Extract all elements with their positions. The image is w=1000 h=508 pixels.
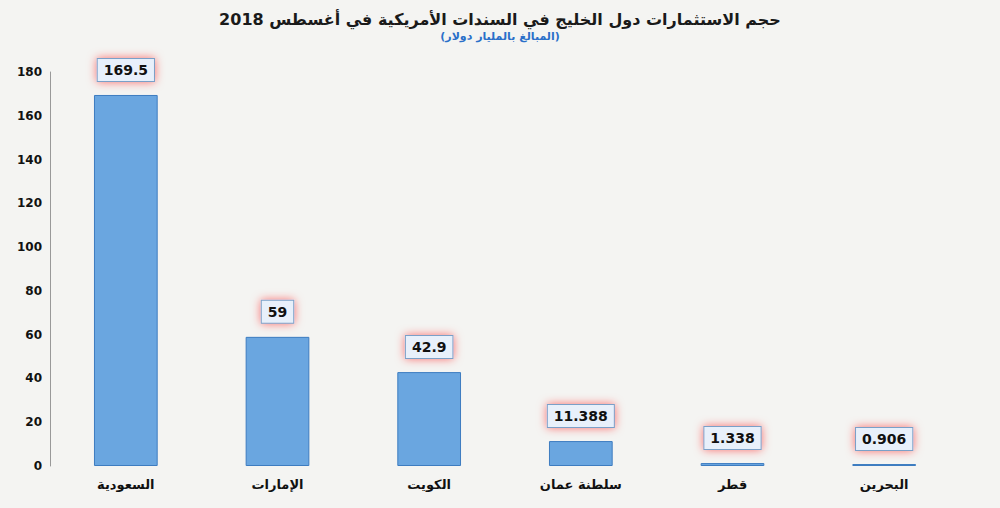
svg-text:11.388: 11.388 — [554, 408, 608, 424]
svg-text:(المبالغ بالمليار دولار): (المبالغ بالمليار دولار) — [440, 30, 559, 43]
svg-text:60: 60 — [25, 328, 42, 342]
svg-text:1.338: 1.338 — [710, 430, 754, 446]
svg-text:حجم الاستثمارات دول الخليج في: حجم الاستثمارات دول الخليج في السندات ال… — [219, 9, 781, 30]
svg-text:قطر: قطر — [717, 477, 747, 492]
svg-text:59: 59 — [268, 304, 287, 320]
svg-text:140: 140 — [17, 153, 42, 167]
svg-text:0: 0 — [34, 459, 42, 473]
svg-text:80: 80 — [25, 284, 42, 298]
svg-text:40: 40 — [25, 371, 42, 385]
svg-text:42.9: 42.9 — [412, 339, 447, 355]
svg-text:0.906: 0.906 — [862, 431, 906, 447]
svg-text:الكويت: الكويت — [407, 477, 451, 492]
svg-text:100: 100 — [17, 240, 42, 254]
svg-text:160: 160 — [17, 109, 42, 123]
svg-text:169.5: 169.5 — [104, 62, 148, 78]
svg-text:السعودية: السعودية — [97, 477, 155, 492]
svg-text:20: 20 — [25, 415, 42, 429]
svg-text:سلطنة عمان: سلطنة عمان — [540, 477, 622, 492]
svg-text:120: 120 — [17, 196, 42, 210]
svg-text:180: 180 — [17, 65, 42, 79]
svg-text:الإمارات: الإمارات — [251, 477, 303, 492]
svg-text:البحرين: البحرين — [860, 477, 909, 492]
